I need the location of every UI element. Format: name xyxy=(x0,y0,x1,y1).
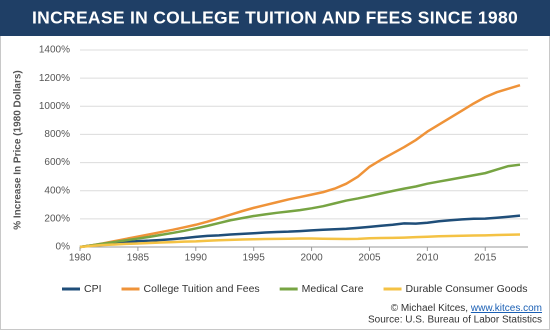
title-banner xyxy=(0,0,550,36)
series-line xyxy=(79,233,521,249)
series-line xyxy=(79,163,521,249)
x-tick-label: 1995 xyxy=(243,253,266,264)
y-tick-label: 800% xyxy=(44,129,70,140)
source-note: Source: U.S. Bureau of Labor Statistics xyxy=(368,315,542,326)
x-tick-label: 1985 xyxy=(127,253,150,264)
chart-title: INCREASE IN COLLEGE TUITION AND FEES SIN… xyxy=(32,8,518,28)
x-tick-label: 2015 xyxy=(474,253,497,264)
credit-link[interactable]: www.kitces.com xyxy=(470,303,542,314)
y-tick-label: 600% xyxy=(44,157,70,168)
legend-label: CPI xyxy=(84,283,102,295)
credit: © Michael Kitces, www.kitces.com xyxy=(391,303,542,314)
series-line xyxy=(79,83,521,249)
y-tick-label: 1200% xyxy=(39,73,70,84)
y-axis-label: % Increase In Price (1980 Dollars) xyxy=(13,70,24,230)
x-tick-label: 2000 xyxy=(300,253,323,264)
legend-label: Durable Consumer Goods xyxy=(406,283,528,295)
legend-label: Medical Care xyxy=(302,283,364,295)
legend-label: College Tuition and Fees xyxy=(144,283,260,295)
y-tick-label: 400% xyxy=(44,185,70,196)
y-tick-label: 0% xyxy=(56,242,71,253)
y-tick-label: 200% xyxy=(44,213,70,224)
x-tick-label: 2005 xyxy=(358,253,381,264)
x-tick-label: 1980 xyxy=(69,253,92,264)
x-tick-label: 2010 xyxy=(416,253,439,264)
y-tick-label: 1000% xyxy=(39,101,70,112)
x-tick-label: 1990 xyxy=(185,253,208,264)
y-tick-label: 1400% xyxy=(39,45,70,56)
series-line xyxy=(79,214,521,249)
credit-prefix: © Michael Kitces, xyxy=(391,303,468,314)
